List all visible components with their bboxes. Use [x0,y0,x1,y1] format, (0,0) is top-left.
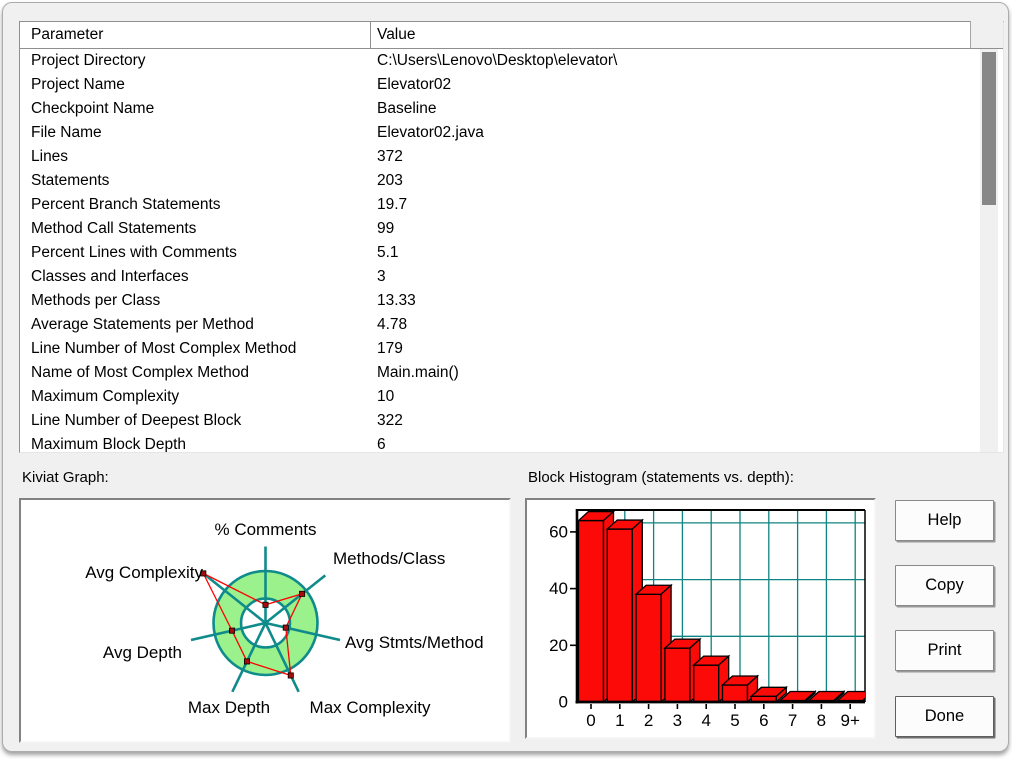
block-histogram-chart: 0 20 40 60 0 1 2 3 4 5 6 7 8 9+ [549,509,866,730]
table-row[interactable]: Method Call Statements 99 [20,217,1003,241]
table-row[interactable]: Maximum Block Depth 6 [20,433,1003,452]
done-button[interactable]: Done [895,696,994,737]
svg-text:Avg Complexity: Avg Complexity [85,563,203,582]
value-cell: C:\Users\Lenovo\Desktop\elevator\ [377,52,618,69]
svg-text:Avg Depth: Avg Depth [103,643,182,662]
parameter-cell: Checkpoint Name [31,100,155,117]
parameter-cell: Line Number of Deepest Block [31,412,242,429]
value-cell: 322 [377,412,403,429]
scrollbar-thumb[interactable] [982,52,996,205]
kiviat-section-label: Kiviat Graph: [22,469,109,486]
table-header: Parameter Value [20,21,1003,49]
value-cell: 10 [377,388,395,405]
table-row[interactable]: File Name Elevator02.java [20,121,1003,145]
table-row[interactable]: Project Name Elevator02 [20,73,1003,97]
table-row[interactable]: Project Directory C:\Users\Lenovo\Desktop… [20,49,1003,73]
svg-text:0: 0 [586,711,595,730]
parameter-cell: Statements [31,172,110,189]
value-cell: Elevator02 [377,76,452,93]
parameter-cell: Name of Most Complex Method [31,364,249,381]
table-row[interactable]: Average Statements per Method 4.78 [20,313,1003,337]
svg-text:0: 0 [559,693,568,712]
kiviat-panel: % Comments Methods/Class Avg Stmts/Method M… [19,498,511,743]
svg-text:20: 20 [549,636,568,655]
svg-text:4: 4 [701,711,710,730]
value-cell: Elevator02.java [377,124,484,141]
table-body: Project Directory C:\Users\Lenovo\Desktop… [20,49,1003,452]
svg-text:Avg Stmts/Method: Avg Stmts/Method [345,633,484,652]
svg-text:6: 6 [759,711,768,730]
value-cell: 179 [377,340,403,357]
vertical-scrollbar[interactable] [980,49,998,452]
kiviat-radar-chart: % Comments Methods/Class Avg Stmts/Method M… [85,520,484,717]
column-header-parameter[interactable]: Parameter [31,26,104,43]
value-cell: Main.main() [377,364,459,381]
svg-text:2: 2 [644,711,653,730]
copy-button[interactable]: Copy [895,565,994,606]
value-cell: 13.33 [377,292,416,309]
svg-text:1: 1 [615,711,624,730]
table-row[interactable]: Percent Branch Statements 19.7 [20,193,1003,217]
column-header-value[interactable]: Value [377,26,416,43]
svg-text:Max Depth: Max Depth [188,698,270,717]
svg-text:8: 8 [817,711,826,730]
parameter-cell: Percent Branch Statements [31,196,221,213]
table-row[interactable]: Statements 203 [20,169,1003,193]
svg-text:5: 5 [730,711,739,730]
table-row[interactable]: Lines 372 [20,145,1003,169]
value-cell: 19.7 [377,196,408,213]
parameter-cell: Method Call Statements [31,220,197,237]
svg-text:% Comments: % Comments [214,520,316,539]
header-filler [970,21,1003,49]
value-cell: 6 [377,436,386,452]
svg-text:40: 40 [549,579,568,598]
table-row[interactable]: Line Number of Most Complex Method 179 [20,337,1003,361]
help-button[interactable]: Help [895,500,994,541]
parameter-cell: Percent Lines with Comments [31,244,237,261]
value-cell: 5.1 [377,244,399,261]
value-cell: 99 [377,220,395,237]
print-button[interactable]: Print [895,630,994,671]
svg-text:3: 3 [673,711,682,730]
value-cell: 203 [377,172,403,189]
parameter-cell: Methods per Class [31,292,161,309]
column-divider[interactable] [370,22,371,48]
table-row[interactable]: Methods per Class 13.33 [20,289,1003,313]
svg-text:9+: 9+ [841,711,860,730]
parameter-cell: Maximum Complexity [31,388,180,405]
value-cell: 3 [377,268,386,285]
value-cell: 4.78 [377,316,408,333]
table-row[interactable]: Maximum Complexity 10 [20,385,1003,409]
parameter-cell: Classes and Interfaces [31,268,189,285]
svg-text:Methods/Class: Methods/Class [333,549,445,568]
parameter-cell: Lines [31,148,69,165]
table-row[interactable]: Classes and Interfaces 3 [20,265,1003,289]
svg-text:7: 7 [788,711,797,730]
histogram-panel: 0 20 40 60 0 1 2 3 4 5 6 7 8 9+ [525,498,876,739]
histogram-section-label: Block Histogram (statements vs. depth): [528,469,794,486]
parameter-cell: File Name [31,124,102,141]
table-row[interactable]: Percent Lines with Comments 5.1 [20,241,1003,265]
table-row[interactable]: Checkpoint Name Baseline [20,97,1003,121]
parameter-cell: Average Statements per Method [31,316,254,333]
parameter-cell: Line Number of Most Complex Method [31,340,297,357]
value-cell: Baseline [377,100,437,117]
table-row[interactable]: Line Number of Deepest Block 322 [20,409,1003,433]
table-row[interactable]: Name of Most Complex Method Main.main() [20,361,1003,385]
metrics-table: Parameter Value Project Directory C:\User… [19,21,1004,453]
parameter-cell: Project Name [31,76,125,93]
svg-text:Max Complexity: Max Complexity [310,698,431,717]
svg-text:60: 60 [549,522,568,541]
parameter-cell: Project Directory [31,52,146,69]
parameter-cell: Maximum Block Depth [31,436,187,452]
value-cell: 372 [377,148,403,165]
